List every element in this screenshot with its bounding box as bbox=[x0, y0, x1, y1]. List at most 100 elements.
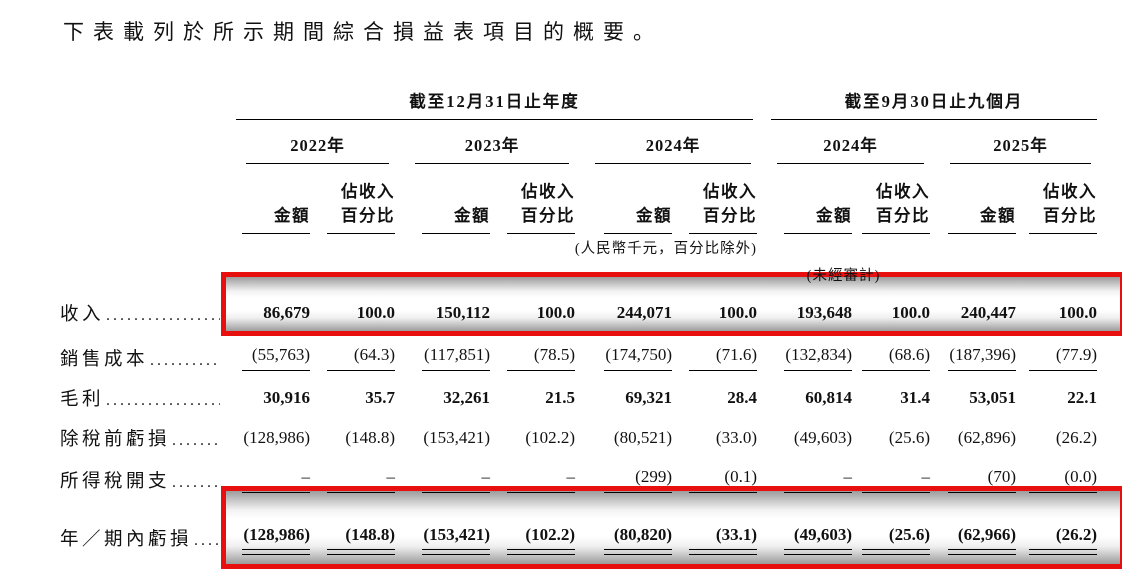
value-cell: (33.1) bbox=[689, 525, 757, 555]
value-cell: 86,679 bbox=[263, 303, 310, 322]
amount-header: 金額 bbox=[948, 204, 1016, 234]
dot-leader bbox=[172, 472, 220, 492]
value-cell: – bbox=[327, 467, 395, 493]
value-cell: – bbox=[862, 467, 930, 493]
value-cell: 193,648 bbox=[796, 303, 852, 322]
amount-header: 金額 bbox=[242, 204, 310, 234]
value-cell: (102.2) bbox=[525, 428, 575, 447]
table-row-revenue: 收入 86,679 100.0 150,112 100.0 244,071 10… bbox=[60, 288, 1097, 338]
value-cell: – bbox=[422, 467, 490, 493]
currency-unit-note: (人民幣千元，百分比除外) bbox=[574, 241, 757, 257]
pct-of-revenue-header: 佔收入 百分比 bbox=[327, 180, 395, 234]
dot-leader bbox=[106, 390, 220, 410]
unaudited-note-row: (未經審計) bbox=[60, 261, 1097, 288]
value-cell: (71.6) bbox=[689, 345, 757, 371]
table-row-loss-before-tax: 除稅前虧損 (128,986) (148.8) (153,421) (102.2… bbox=[60, 418, 1097, 458]
value-cell: 53,051 bbox=[969, 388, 1016, 407]
year-2024: 2024年 bbox=[595, 132, 751, 164]
year-2023: 2023年 bbox=[415, 132, 569, 164]
value-cell: 69,321 bbox=[625, 388, 672, 407]
value-cell: (187,396) bbox=[948, 345, 1016, 371]
amount-header: 金額 bbox=[784, 204, 852, 234]
highlight-box-revenue bbox=[221, 272, 1122, 336]
value-cell: (102.2) bbox=[507, 525, 575, 555]
row-label: 收入 bbox=[60, 305, 105, 325]
pct-of-revenue-header: 佔收入 百分比 bbox=[689, 180, 757, 234]
row-label: 除稅前虧損 bbox=[60, 430, 171, 450]
period-annual-header: 截至12月31日止年度 bbox=[236, 88, 753, 120]
value-cell: 100.0 bbox=[536, 303, 575, 322]
value-cell: (68.6) bbox=[862, 345, 930, 371]
value-cell: (132,834) bbox=[784, 345, 852, 371]
row-label: 毛利 bbox=[60, 390, 105, 410]
pct-of-revenue-header: 佔收入 百分比 bbox=[862, 180, 930, 234]
pct-of-revenue-header: 佔收入 百分比 bbox=[507, 180, 575, 234]
value-cell: 30,916 bbox=[263, 388, 310, 407]
value-cell: (33.0) bbox=[715, 428, 757, 447]
year-header-row: 2022年 2023年 2024年 2024年 2025年 bbox=[60, 120, 1097, 164]
value-cell: 32,261 bbox=[443, 388, 490, 407]
table-row-gross-profit: 毛利 30,916 35.7 32,261 21.5 69,321 28.4 6… bbox=[60, 378, 1097, 418]
value-cell: 22.1 bbox=[1067, 388, 1097, 407]
unit-note-row: (人民幣千元，百分比除外) bbox=[60, 234, 1097, 261]
value-cell: (26.2) bbox=[1055, 428, 1097, 447]
value-cell: (299) bbox=[604, 467, 672, 493]
dot-leader bbox=[194, 530, 220, 550]
value-cell: – bbox=[784, 467, 852, 493]
value-cell: (153,421) bbox=[423, 428, 490, 447]
value-cell: (25.6) bbox=[862, 525, 930, 555]
period-header-row: 截至12月31日止年度 截至9月30日止九個月 bbox=[60, 88, 1097, 120]
value-cell: (80,521) bbox=[613, 428, 672, 447]
year-2025-9m: 2025年 bbox=[950, 132, 1091, 164]
dot-leader bbox=[106, 305, 220, 325]
value-cell: (78.5) bbox=[507, 345, 575, 371]
value-cell: (62,896) bbox=[957, 428, 1016, 447]
pct-of-revenue-header: 佔收入 百分比 bbox=[1029, 180, 1097, 234]
dot-leader bbox=[150, 350, 220, 370]
value-cell: (55,763) bbox=[242, 345, 310, 371]
value-cell: (62,966) bbox=[948, 525, 1016, 555]
value-cell: (153,421) bbox=[422, 525, 490, 555]
value-cell: (0.0) bbox=[1029, 467, 1097, 493]
table-row-income-tax-expense: 所得稅開支 – – – – (299) (0.1) – – (70) (0.0) bbox=[60, 458, 1097, 502]
unaudited-note: (未經審計) bbox=[806, 268, 881, 284]
subheader-row: 金額 佔收入 百分比 金額 佔收入 百分比 金額 佔收入 百分比 金額 佔收入 … bbox=[60, 164, 1097, 234]
value-cell: (25.6) bbox=[888, 428, 930, 447]
value-cell: – bbox=[242, 467, 310, 493]
value-cell: (174,750) bbox=[604, 345, 672, 371]
value-cell: 150,112 bbox=[435, 303, 490, 322]
value-cell: 244,071 bbox=[616, 303, 672, 322]
value-cell: (64.3) bbox=[327, 345, 395, 371]
value-cell: 100.0 bbox=[1058, 303, 1097, 322]
value-cell: (49,603) bbox=[793, 428, 852, 447]
row-label: 所得稅開支 bbox=[60, 472, 171, 492]
intro-text: 下表載列於所示期間綜合損益表項目的概要。 bbox=[63, 20, 663, 44]
value-cell: (148.8) bbox=[327, 525, 395, 555]
value-cell: 60,814 bbox=[805, 388, 852, 407]
value-cell: 100.0 bbox=[718, 303, 757, 322]
row-label: 年／期內虧損 bbox=[60, 529, 193, 550]
row-label: 銷售成本 bbox=[60, 350, 149, 370]
value-cell: (49,603) bbox=[784, 525, 852, 555]
value-cell: 35.7 bbox=[365, 388, 395, 407]
value-cell: (80,820) bbox=[604, 525, 672, 555]
value-cell: (70) bbox=[948, 467, 1016, 493]
value-cell: 100.0 bbox=[356, 303, 395, 322]
value-cell: 28.4 bbox=[727, 388, 757, 407]
period-nine-month-header: 截至9月30日止九個月 bbox=[771, 88, 1097, 120]
year-2024-9m: 2024年 bbox=[777, 132, 924, 164]
value-cell: – bbox=[507, 467, 575, 493]
table-row-loss-for-period: 年／期內虧損 (128,986) (148.8) (153,421) (102.… bbox=[60, 502, 1097, 573]
value-cell: (117,851) bbox=[422, 345, 490, 371]
table-row-cost-of-sales: 銷售成本 (55,763) (64.3) (117,851) (78.5) (1… bbox=[60, 338, 1097, 378]
value-cell: 21.5 bbox=[545, 388, 575, 407]
value-cell: (128,986) bbox=[243, 428, 310, 447]
income-statement-table: 截至12月31日止年度 截至9月30日止九個月 2022年 2023年 2024… bbox=[60, 88, 1097, 573]
value-cell: (148.8) bbox=[345, 428, 395, 447]
value-cell: (77.9) bbox=[1029, 345, 1097, 371]
dot-leader bbox=[172, 430, 220, 450]
amount-header: 金額 bbox=[604, 204, 672, 234]
year-2022: 2022年 bbox=[246, 132, 389, 164]
highlight-box-loss bbox=[221, 486, 1122, 569]
